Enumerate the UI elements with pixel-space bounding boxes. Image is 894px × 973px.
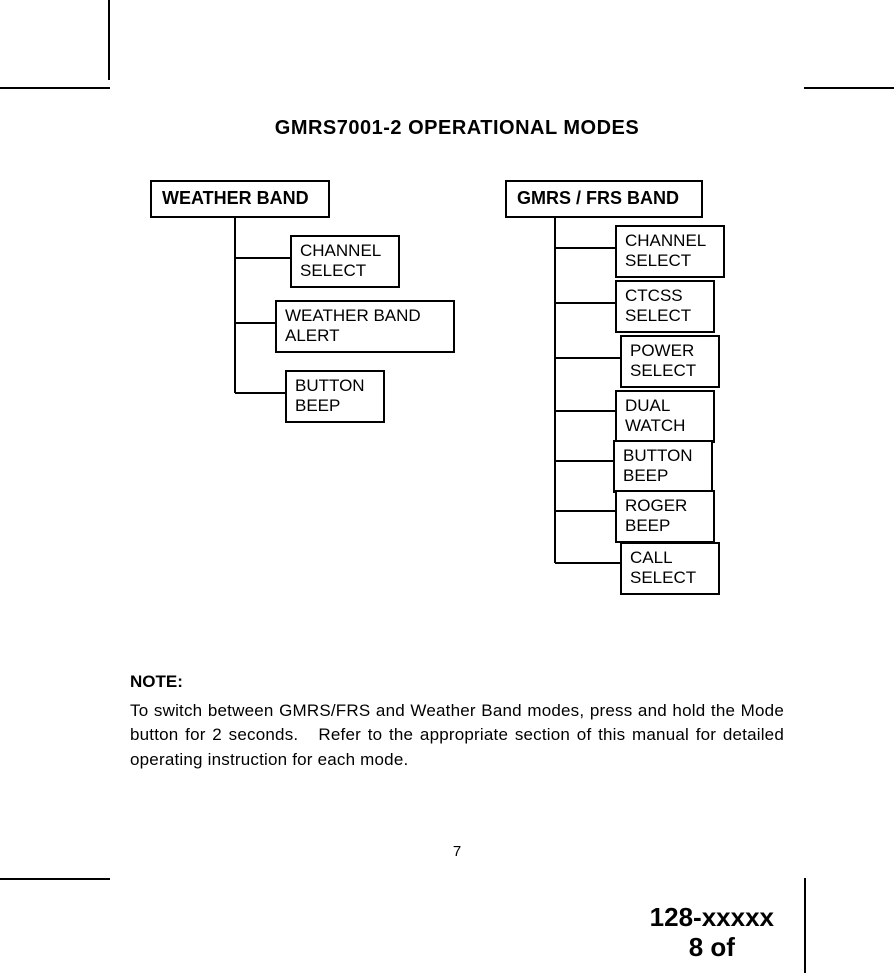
label-line: ALERT	[285, 326, 340, 345]
label-line: BEEP	[625, 516, 670, 535]
label-line: WATCH	[625, 416, 685, 435]
note-label: NOTE:	[130, 670, 784, 695]
label-line: DUAL	[625, 396, 670, 415]
mode-diagram: WEATHER BAND CHANNEL SELECT WEATHER BAND…	[130, 180, 784, 660]
crop-mark	[0, 878, 110, 880]
label-line: BUTTON	[623, 446, 693, 465]
gmrs-ctcss-select: CTCSS SELECT	[615, 280, 715, 333]
gmrs-channel-select: CHANNEL SELECT	[615, 225, 725, 278]
weather-button-beep: BUTTON BEEP	[285, 370, 385, 423]
label-line: SELECT	[625, 251, 691, 270]
crop-mark	[0, 0, 110, 80]
crop-mark	[804, 878, 806, 973]
label-line: SELECT	[630, 568, 696, 587]
gmrs-dual-watch: DUAL WATCH	[615, 390, 715, 443]
gmrs-roger-beep: ROGER BEEP	[615, 490, 715, 543]
weather-band-header: WEATHER BAND	[150, 180, 330, 218]
label-line: ROGER	[625, 496, 687, 515]
footer-code: 128-xxxxx 8 of	[650, 903, 774, 963]
weather-channel-select: CHANNEL SELECT	[290, 235, 400, 288]
gmrs-button-beep: BUTTON BEEP	[613, 440, 713, 493]
label-line: SELECT	[630, 361, 696, 380]
label-line: SELECT	[625, 306, 691, 325]
gmrs-frs-band-header: GMRS / FRS BAND	[505, 180, 703, 218]
label-line: CTCSS	[625, 286, 683, 305]
label-line: SELECT	[300, 261, 366, 280]
label-line: BUTTON	[295, 376, 365, 395]
weather-band-alert: WEATHER BAND ALERT	[275, 300, 455, 353]
page-number: 7	[110, 843, 804, 860]
gmrs-call-select: CALL SELECT	[620, 542, 720, 595]
label-line: BEEP	[623, 466, 668, 485]
gmrs-power-select: POWER SELECT	[620, 335, 720, 388]
label-line: BEEP	[295, 396, 340, 415]
label-line: WEATHER BAND	[285, 306, 421, 325]
crop-mark	[0, 87, 110, 89]
footer-line: 8 of	[689, 932, 735, 962]
footer-line: 128-xxxxx	[650, 902, 774, 932]
page-title: GMRS7001-2 OPERATIONAL MODES	[130, 117, 784, 140]
note-body: To switch between GMRS/FRS and Weather B…	[130, 699, 784, 773]
page-content: GMRS7001-2 OPERATIONAL MODES WEATHER BAN…	[110, 87, 804, 880]
crop-mark	[804, 87, 894, 89]
note-block: NOTE: To switch between GMRS/FRS and Wea…	[130, 670, 784, 773]
label-line: POWER	[630, 341, 694, 360]
label-line: CALL	[630, 548, 673, 567]
label-line: CHANNEL	[625, 231, 706, 250]
label-line: CHANNEL	[300, 241, 381, 260]
